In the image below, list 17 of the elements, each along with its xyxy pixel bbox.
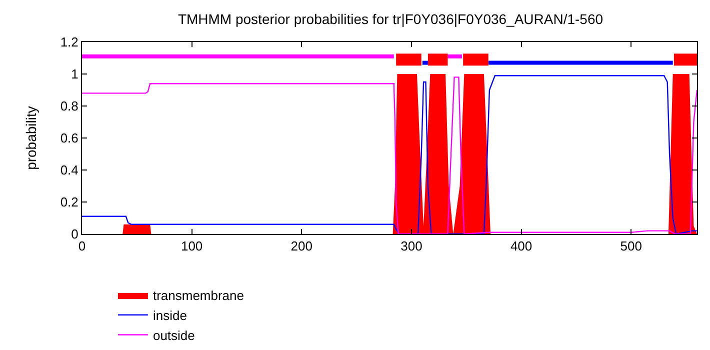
y-tick-label: 0 bbox=[71, 226, 78, 242]
y-tick-label: 1.2 bbox=[60, 34, 78, 50]
x-tick-label: 500 bbox=[620, 238, 642, 254]
y-tick-label: 0.8 bbox=[60, 98, 78, 114]
y-tick-label: 0.6 bbox=[60, 130, 78, 146]
y-tick-label: 0.2 bbox=[60, 194, 78, 210]
y-axis-title: probability bbox=[22, 106, 39, 170]
x-tick-label: 200 bbox=[290, 238, 312, 254]
x-tick-label: 100 bbox=[180, 238, 203, 254]
y-tick-label: 0.4 bbox=[60, 162, 78, 178]
y-tick-label: 1 bbox=[71, 66, 78, 82]
legend-label: inside bbox=[152, 308, 187, 323]
chart-title: TMHMM posterior probabilities for tr|F0Y036|F0Y036_AURAN/1-560 bbox=[178, 10, 604, 27]
x-tick-label: 400 bbox=[510, 238, 532, 254]
x-tick-label: 300 bbox=[400, 238, 422, 254]
legend-label: transmembrane bbox=[152, 288, 244, 304]
legend-label: outside bbox=[152, 328, 195, 343]
